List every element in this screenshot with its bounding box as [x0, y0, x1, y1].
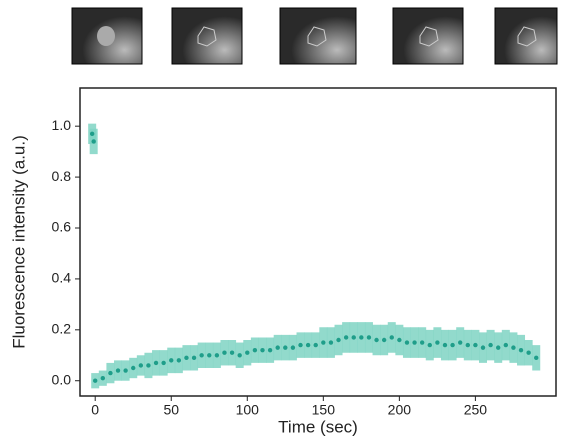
data-point: [138, 363, 144, 368]
data-point: [100, 375, 106, 381]
data-point: [381, 337, 387, 343]
data-point: [91, 139, 96, 144]
data-point: [366, 335, 372, 340]
data-point: [123, 368, 128, 373]
data-point: [473, 342, 478, 348]
data-point: [146, 363, 151, 368]
plot-frame: [79, 87, 557, 397]
data-point: [313, 342, 318, 348]
data-point: [229, 350, 235, 355]
data-point: [199, 353, 204, 358]
roi-outline: [197, 26, 217, 47]
data-point: [412, 340, 417, 345]
data-point: [260, 347, 265, 353]
data-point: [153, 360, 159, 366]
x-tick-label: 50: [163, 402, 179, 418]
data-point: [222, 350, 227, 355]
y-tick-label: 0.2: [52, 321, 72, 337]
data-point: [131, 365, 136, 371]
roi-outline: [517, 26, 537, 47]
data-point: [89, 131, 95, 137]
data-point: [184, 355, 189, 361]
data-point: [534, 355, 539, 361]
data-point: [328, 340, 334, 345]
data-point: [343, 335, 349, 340]
data-point: [359, 335, 364, 340]
data-point: [108, 370, 113, 376]
data-point: [442, 342, 448, 348]
data-point: [480, 345, 486, 350]
x-axis-label: Time (sec): [278, 417, 358, 436]
thumbnail: [171, 7, 243, 65]
data-point: [397, 337, 402, 343]
data-point: [176, 358, 182, 363]
data-point: [336, 337, 341, 343]
thumbnail: [494, 7, 558, 65]
y-tick-label: 0.8: [52, 168, 72, 184]
data-point: [496, 345, 501, 350]
data-point: [450, 342, 455, 348]
data-point: [511, 345, 516, 350]
data-point: [93, 378, 98, 383]
data-point: [290, 345, 296, 350]
y-tick-label: 1.0: [52, 117, 72, 133]
thumbnail: [392, 7, 464, 65]
x-tick-label: 100: [236, 402, 260, 418]
data-point: [275, 345, 280, 350]
data-point: [488, 342, 493, 348]
data-point: [526, 350, 531, 355]
data-point: [237, 353, 242, 358]
roi-outline: [419, 26, 439, 47]
data-point: [503, 342, 509, 348]
y-axis-label: Fluorescence intensity (a.u.): [9, 135, 28, 349]
x-tick-label: 200: [388, 402, 412, 418]
data-point: [207, 353, 212, 358]
x-tick-label: 150: [312, 402, 336, 418]
y-tick-label: 0.0: [52, 371, 72, 387]
thumbnail: [279, 7, 357, 65]
data-point: [214, 353, 220, 358]
data-point: [283, 345, 288, 350]
roi-outline: [307, 26, 327, 47]
data-point: [191, 355, 197, 361]
data-point: [435, 340, 440, 345]
data-point: [161, 360, 166, 366]
data-point: [298, 342, 303, 348]
data-point: [267, 347, 273, 353]
x-tick-label: 250: [464, 402, 488, 418]
data-point: [321, 340, 326, 345]
data-point: [427, 342, 432, 348]
x-tick-label: 0: [91, 402, 99, 418]
y-tick-label: 0.4: [52, 270, 72, 286]
y-tick-label: 0.6: [52, 219, 72, 235]
data-point: [374, 337, 379, 343]
data-point: [457, 340, 463, 345]
bleach-spot: [97, 26, 115, 46]
data-point: [245, 350, 250, 355]
data-point: [518, 347, 524, 353]
data-point: [351, 335, 356, 340]
data-point: [465, 342, 470, 348]
data-point: [389, 335, 394, 340]
data-point: [252, 347, 258, 353]
data-point: [305, 342, 311, 348]
data-point: [169, 358, 174, 363]
thumbnails: [71, 7, 558, 65]
data-point: [419, 340, 425, 345]
data-point: [115, 368, 121, 373]
data-point: [404, 340, 410, 345]
